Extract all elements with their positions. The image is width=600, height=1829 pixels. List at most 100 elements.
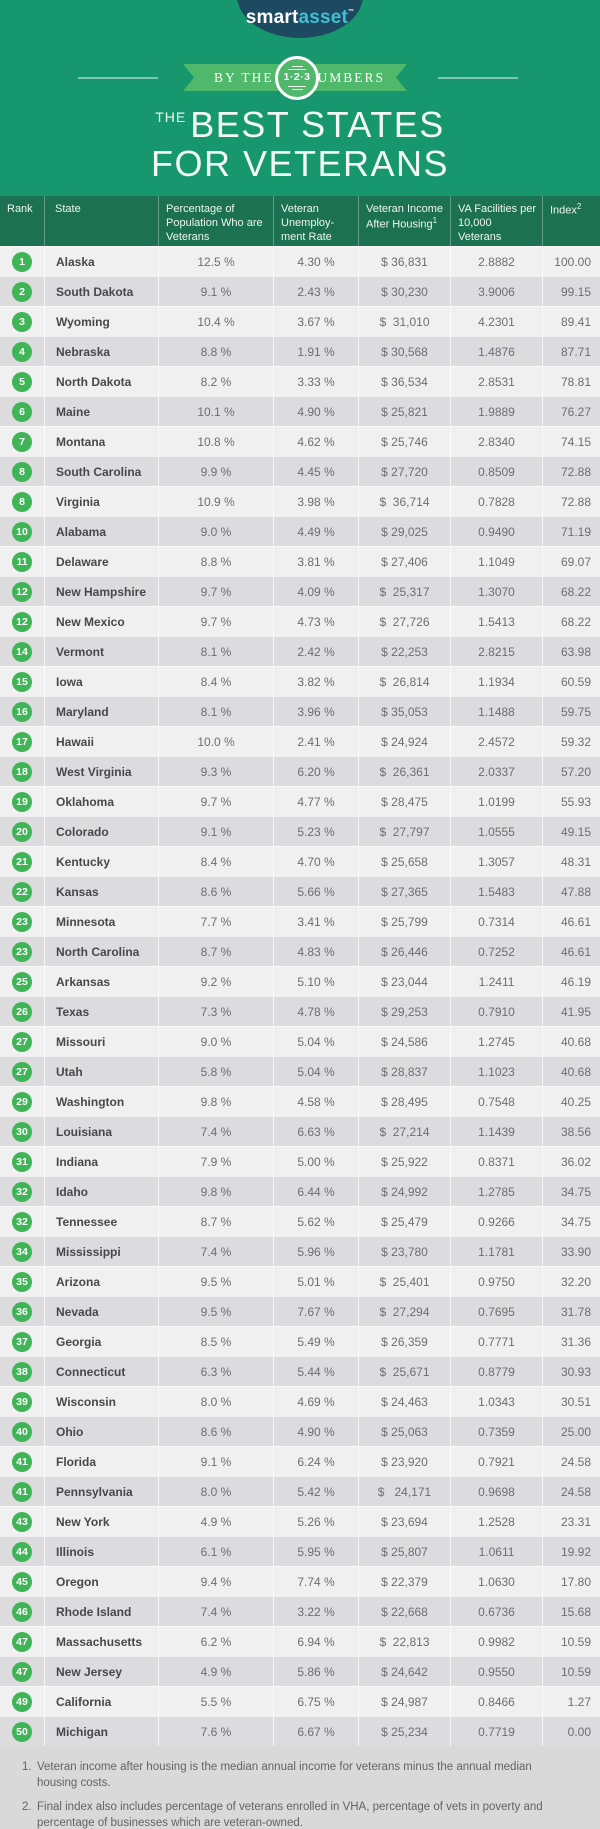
smartasset-wordmark: smartasset™ (237, 7, 363, 29)
index-cell: 40.25 (542, 1087, 600, 1116)
index-cell: 19.92 (542, 1537, 600, 1566)
rank-cell: 4 (0, 337, 44, 366)
state-cell: Colorado (44, 817, 158, 846)
pct-veterans-cell: 9.3 % (158, 757, 273, 786)
pct-veterans-cell: 8.1 % (158, 697, 273, 726)
state-cell: Nebraska (44, 337, 158, 366)
rank-badge: 21 (12, 851, 32, 872)
rank-badge: 2 (12, 281, 32, 302)
index-cell: 31.36 (542, 1327, 600, 1356)
state-cell: Virginia (44, 487, 158, 516)
table-row: 12 New Mexico 9.7 % 4.73 % $ 27,726 1.54… (0, 606, 600, 636)
income-cell: $ 25,479 (358, 1207, 450, 1236)
state-cell: New York (44, 1507, 158, 1536)
state-cell: Missouri (44, 1027, 158, 1056)
one-two-three-circle-icon: 1·2·3 (275, 56, 319, 100)
rank-badge: 49 (12, 1691, 32, 1712)
header-state: State (44, 196, 158, 246)
unemployment-cell: 3.33 % (273, 367, 358, 396)
unemployment-cell: 4.49 % (273, 517, 358, 546)
rank-badge: 19 (12, 791, 32, 812)
state-cell: South Dakota (44, 277, 158, 306)
index-cell: 60.59 (542, 667, 600, 696)
index-cell: 72.88 (542, 487, 600, 516)
pct-veterans-cell: 5.8 % (158, 1057, 273, 1086)
pct-veterans-cell: 5.5 % (158, 1687, 273, 1716)
circle-rule (288, 85, 306, 87)
pct-veterans-cell: 8.4 % (158, 847, 273, 876)
index-cell: 34.75 (542, 1177, 600, 1206)
index-cell: 1.27 (542, 1687, 600, 1716)
state-cell: Michigan (44, 1717, 158, 1746)
table-row: 23 Minnesota 7.7 % 3.41 % $ 25,799 0.731… (0, 906, 600, 936)
unemployment-cell: 7.74 % (273, 1567, 358, 1596)
title-line1: BEST STATES (190, 104, 445, 145)
index-cell: 31.78 (542, 1297, 600, 1326)
state-cell: Tennessee (44, 1207, 158, 1236)
index-cell: 47.88 (542, 877, 600, 906)
rank-cell: 37 (0, 1327, 44, 1356)
unemployment-cell: 5.01 % (273, 1267, 358, 1296)
state-cell: Wyoming (44, 307, 158, 336)
header-unemployment: Veteran Unemploy-ment Rate (273, 196, 358, 246)
state-cell: Mississippi (44, 1237, 158, 1266)
table-row: 44 Illinois 6.1 % 5.95 % $ 25,807 1.0611… (0, 1536, 600, 1566)
table-row: 35 Arizona 9.5 % 5.01 % $ 25,401 0.9750 … (0, 1266, 600, 1296)
va-facilities-cell: 2.0337 (450, 757, 542, 786)
income-cell: $ 27,214 (358, 1117, 450, 1146)
footnote-number: 1. (22, 1761, 32, 1773)
rank-cell: 25 (0, 967, 44, 996)
banner-rule-left (78, 77, 158, 79)
rank-cell: 26 (0, 997, 44, 1026)
page-title: THE BEST STATES FOR VETERANS (0, 102, 600, 187)
va-facilities-cell: 1.1781 (450, 1237, 542, 1266)
state-cell: Minnesota (44, 907, 158, 936)
table-row: 8 Virginia 10.9 % 3.98 % $ 36,714 0.7828… (0, 486, 600, 516)
income-cell: $ 25,658 (358, 847, 450, 876)
va-facilities-cell: 1.1439 (450, 1117, 542, 1146)
income-cell: $ 25,922 (358, 1147, 450, 1176)
income-cell: $ 24,171 (358, 1477, 450, 1506)
rank-badge: 7 (12, 431, 32, 452)
table-row: 8 South Carolina 9.9 % 4.45 % $ 27,720 0… (0, 456, 600, 486)
index-cell: 48.31 (542, 847, 600, 876)
index-cell: 68.22 (542, 607, 600, 636)
rank-cell: 27 (0, 1057, 44, 1086)
va-facilities-cell: 1.1049 (450, 547, 542, 576)
table-row: 47 New Jersey 4.9 % 5.86 % $ 24,642 0.95… (0, 1656, 600, 1686)
footnote-ref-1: 1 (432, 216, 438, 226)
unemployment-cell: 6.24 % (273, 1447, 358, 1476)
unemployment-cell: 2.43 % (273, 277, 358, 306)
rank-badge: 27 (12, 1061, 32, 1082)
index-cell: 100.00 (542, 247, 600, 276)
rank-cell: 40 (0, 1417, 44, 1446)
pct-veterans-cell: 9.0 % (158, 517, 273, 546)
rank-badge: 16 (12, 701, 32, 722)
unemployment-cell: 5.00 % (273, 1147, 358, 1176)
unemployment-cell: 1.91 % (273, 337, 358, 366)
unemployment-cell: 7.67 % (273, 1297, 358, 1326)
state-cell: Utah (44, 1057, 158, 1086)
table-row: 41 Pennsylvania 8.0 % 5.42 % $ 24,171 0.… (0, 1476, 600, 1506)
state-cell: Ohio (44, 1417, 158, 1446)
table-row: 10 Alabama 9.0 % 4.49 % $ 29,025 0.9490 … (0, 516, 600, 546)
ribbon-text-right: NUMBERS (305, 69, 385, 85)
rank-cell: 3 (0, 307, 44, 336)
index-cell: 30.93 (542, 1357, 600, 1386)
state-cell: New Mexico (44, 607, 158, 636)
pct-veterans-cell: 9.8 % (158, 1177, 273, 1206)
state-cell: Rhode Island (44, 1597, 158, 1626)
circle-rule (291, 88, 303, 90)
rank-badge: 36 (12, 1301, 32, 1322)
index-cell: 74.15 (542, 427, 600, 456)
income-cell: $ 25,401 (358, 1267, 450, 1296)
table-row: 39 Wisconsin 8.0 % 4.69 % $ 24,463 1.034… (0, 1386, 600, 1416)
income-cell: $ 26,359 (358, 1327, 450, 1356)
smartasset-logo: smartasset™ (237, 0, 363, 38)
pct-veterans-cell: 9.1 % (158, 817, 273, 846)
table-row: 6 Maine 10.1 % 4.90 % $ 25,821 1.9889 76… (0, 396, 600, 426)
footnotes-section: 1. Veteran income after housing is the m… (0, 1746, 600, 1829)
rank-badge: 30 (12, 1121, 32, 1142)
va-facilities-cell: 1.1023 (450, 1057, 542, 1086)
va-facilities-cell: 0.7548 (450, 1087, 542, 1116)
